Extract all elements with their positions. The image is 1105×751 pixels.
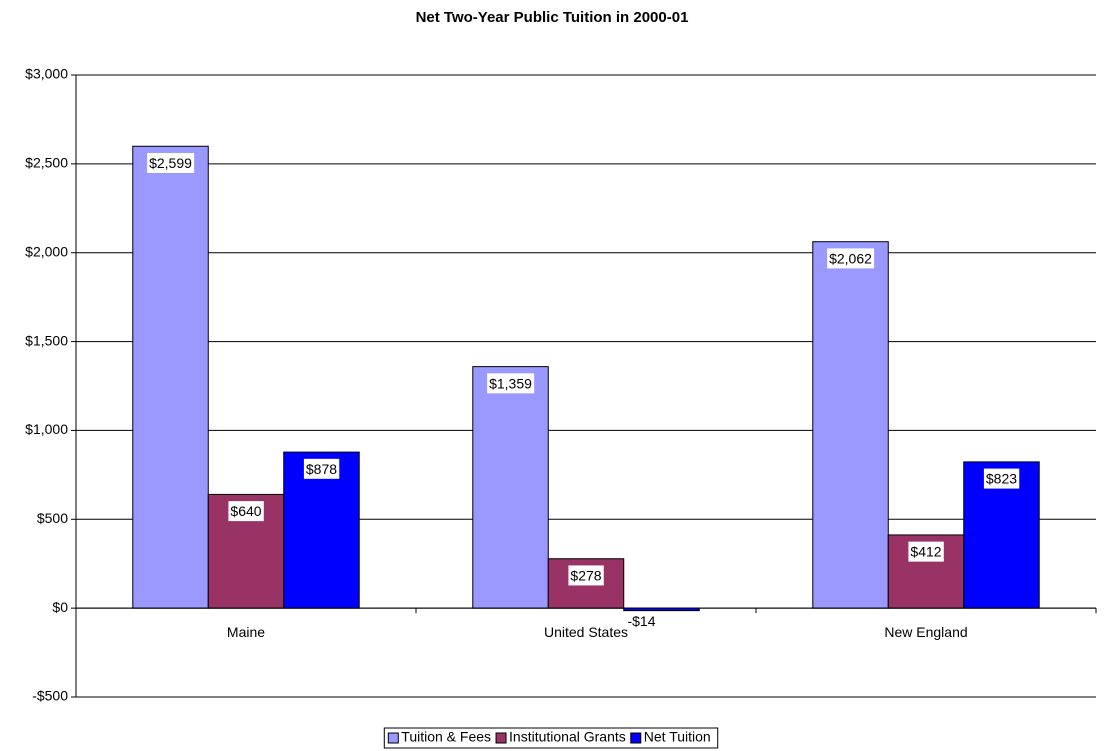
y-tick-label: $500 xyxy=(37,510,68,526)
value-label: $2,599 xyxy=(149,155,192,171)
value-label-bg xyxy=(147,152,195,173)
value-label: $823 xyxy=(986,471,1017,487)
value-label: $878 xyxy=(306,461,337,477)
y-tick-label: $1,500 xyxy=(25,332,68,348)
value-label-bg xyxy=(303,458,340,479)
value-label-bg xyxy=(983,468,1020,489)
value-label-bg xyxy=(908,541,944,562)
value-label-bg xyxy=(827,248,875,269)
y-tick-label: $2,500 xyxy=(25,155,68,171)
value-label: $2,062 xyxy=(829,250,872,266)
legend-swatch xyxy=(387,732,399,744)
legend-label: Institutional Grants xyxy=(509,729,626,745)
bar xyxy=(812,241,889,609)
value-label-bg xyxy=(487,373,535,394)
y-tick-label: $3,000 xyxy=(25,66,68,82)
chart-title: Net Two-Year Public Tuition in 2000-01 xyxy=(416,9,689,26)
y-tick-label: $2,000 xyxy=(25,243,68,259)
value-label: -$14 xyxy=(627,613,655,629)
legend-swatch xyxy=(495,732,507,744)
y-tick-label: -$500 xyxy=(32,688,68,704)
value-label: $412 xyxy=(910,544,941,560)
value-label: $640 xyxy=(230,503,261,519)
legend-label: Tuition & Fees xyxy=(401,729,491,745)
value-label: $1,359 xyxy=(489,375,532,391)
value-label: $278 xyxy=(570,567,601,583)
legend-label: Net Tuition xyxy=(644,729,711,745)
legend-swatch xyxy=(630,732,642,744)
x-tick-label: New England xyxy=(884,624,967,640)
x-tick-label: United States xyxy=(544,624,628,640)
bar xyxy=(472,366,549,609)
value-label-bg xyxy=(228,501,264,522)
value-label-bg xyxy=(568,565,604,586)
bar xyxy=(132,145,209,609)
y-tick-label: $1,000 xyxy=(25,421,68,437)
x-tick-label: Maine xyxy=(227,624,265,640)
y-tick-label: $0 xyxy=(52,599,68,615)
